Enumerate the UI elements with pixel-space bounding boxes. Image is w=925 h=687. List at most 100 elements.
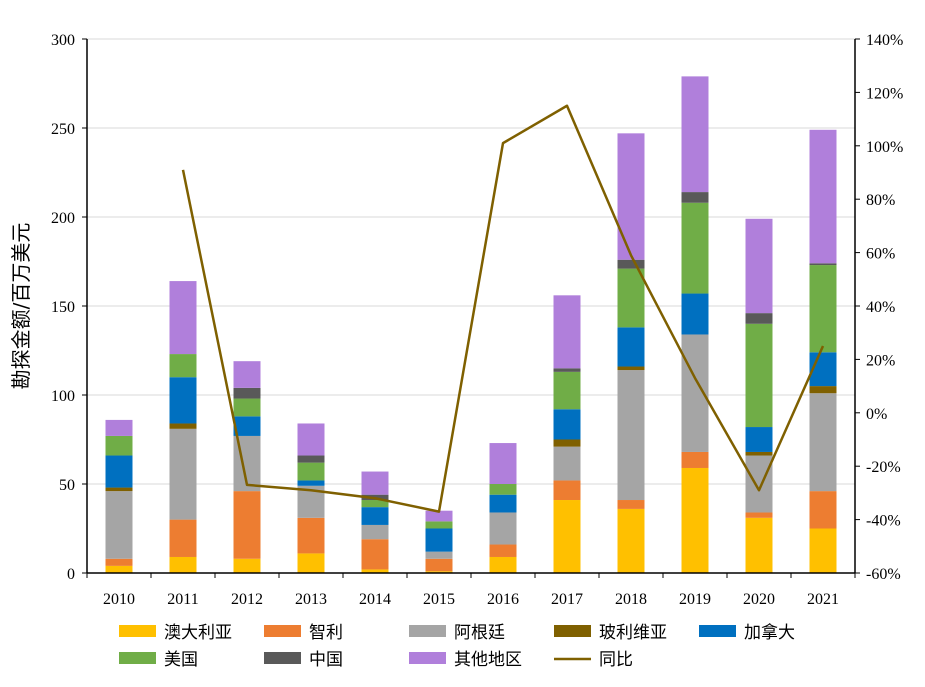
bar-segment <box>297 553 325 573</box>
bar-segment <box>745 451 773 456</box>
bar-segment <box>617 268 645 328</box>
y-axis-label: 勘探金额/百万美元 <box>9 223 33 390</box>
left-axis-ticks: 0 50 100 150 200 250 300 <box>51 32 87 583</box>
y2-tick-label: 80% <box>866 192 895 209</box>
legend-item: 澳大利亚 <box>119 623 232 643</box>
legend-label: 澳大利亚 <box>164 623 232 643</box>
bar-segment <box>489 512 517 545</box>
x-tick-label: 2017 <box>551 591 583 608</box>
bar-segment <box>553 295 581 369</box>
bar-segment <box>745 323 773 428</box>
bar-segment <box>425 551 453 559</box>
bar-segment <box>233 558 261 573</box>
y-tick-label: 300 <box>51 32 75 49</box>
bar-segment <box>425 528 453 552</box>
bar-segment <box>681 192 709 203</box>
right-axis-ticks: -60% -40% -20% 0% 20% 40% 60% 80% 100% 120% 140% <box>855 32 903 583</box>
bar-segment <box>489 484 517 495</box>
legend-label: 美国 <box>164 650 198 670</box>
bar-segment <box>233 416 261 436</box>
x-axis-ticks: 2010 2011 2012 2013 2014 2015 2016 2017 2018 2019… <box>86 573 856 608</box>
legend-item: 中国 <box>264 650 343 670</box>
bar-segment <box>361 507 389 525</box>
x-tick-label: 2016 <box>487 591 519 608</box>
bar-segment <box>553 439 581 447</box>
legend-swatch <box>409 652 446 664</box>
bar-segment <box>681 293 709 335</box>
bar-segment <box>809 528 837 573</box>
bar-segment <box>105 455 133 488</box>
bar-segment <box>745 512 773 518</box>
legend-item: 玻利维亚 <box>554 623 667 643</box>
x-tick-label: 2015 <box>423 591 455 608</box>
bar-segment <box>169 354 197 378</box>
x-tick-label: 2012 <box>231 591 263 608</box>
bar-segment <box>553 500 581 573</box>
bar-segment <box>681 202 709 294</box>
bar-segment <box>297 423 325 456</box>
x-tick-label: 2010 <box>103 591 135 608</box>
y-tick-label: 250 <box>51 121 75 138</box>
bar-segment <box>169 281 197 355</box>
bar-segment <box>233 398 261 417</box>
bar-segment <box>361 500 389 508</box>
legend-label: 加拿大 <box>744 622 795 643</box>
legend-label: 阿根廷 <box>454 623 505 643</box>
bar-segment <box>361 569 389 573</box>
bar-segment <box>489 494 517 513</box>
legend-swatch <box>119 625 156 637</box>
bar-segment <box>617 366 645 371</box>
legend-label: 同比 <box>599 650 633 670</box>
bar-segment <box>297 480 325 486</box>
legend-label: 玻利维亚 <box>599 623 667 643</box>
bar-segment <box>745 313 773 324</box>
legend-swatch <box>264 652 301 664</box>
y2-tick-label: 140% <box>866 32 903 49</box>
y2-tick-label: -40% <box>866 513 901 530</box>
bar-segment <box>745 427 773 452</box>
bar-segment <box>105 491 133 559</box>
bar-segment <box>169 377 197 424</box>
legend-item: 美国 <box>119 650 198 670</box>
bar-segment <box>553 409 581 440</box>
y2-tick-label: -20% <box>866 459 901 476</box>
bar-segment <box>169 423 197 429</box>
bar-segment <box>425 571 453 573</box>
legend-label: 智利 <box>309 623 343 643</box>
x-tick-label: 2019 <box>679 591 711 608</box>
y-tick-label: 50 <box>59 477 75 494</box>
y2-tick-label: 0% <box>866 406 887 423</box>
bar-segment <box>233 491 261 559</box>
bar-segment <box>297 462 325 481</box>
legend-swatch <box>699 625 736 637</box>
bar-segment <box>105 565 133 573</box>
bar-segment <box>745 517 773 573</box>
bar-segment <box>745 218 773 314</box>
bar-segment <box>361 471 389 495</box>
bar-segment <box>617 508 645 573</box>
bar-segment <box>681 76 709 193</box>
bar-segment <box>361 539 389 570</box>
y2-tick-label: -60% <box>866 566 901 583</box>
x-tick-label: 2011 <box>167 591 198 608</box>
bar-segment <box>617 500 645 509</box>
x-tick-label: 2020 <box>743 591 775 608</box>
bar-segment <box>169 428 197 520</box>
x-tick-label: 2021 <box>807 591 839 608</box>
bar-segment <box>617 133 645 260</box>
yoy-line <box>181 104 825 513</box>
bar-segment <box>617 259 645 269</box>
bar-segment <box>617 370 645 501</box>
bar-segment <box>361 524 389 540</box>
y-tick-label: 200 <box>51 210 75 227</box>
legend-item: 同比 <box>554 650 633 670</box>
bar-segment <box>553 480 581 501</box>
bar-segment <box>489 556 517 573</box>
bar-segment <box>297 517 325 554</box>
bar-segment <box>105 435 133 456</box>
y-tick-label: 0 <box>67 566 75 583</box>
bar-segment <box>233 361 261 388</box>
y2-tick-label: 20% <box>866 352 895 369</box>
